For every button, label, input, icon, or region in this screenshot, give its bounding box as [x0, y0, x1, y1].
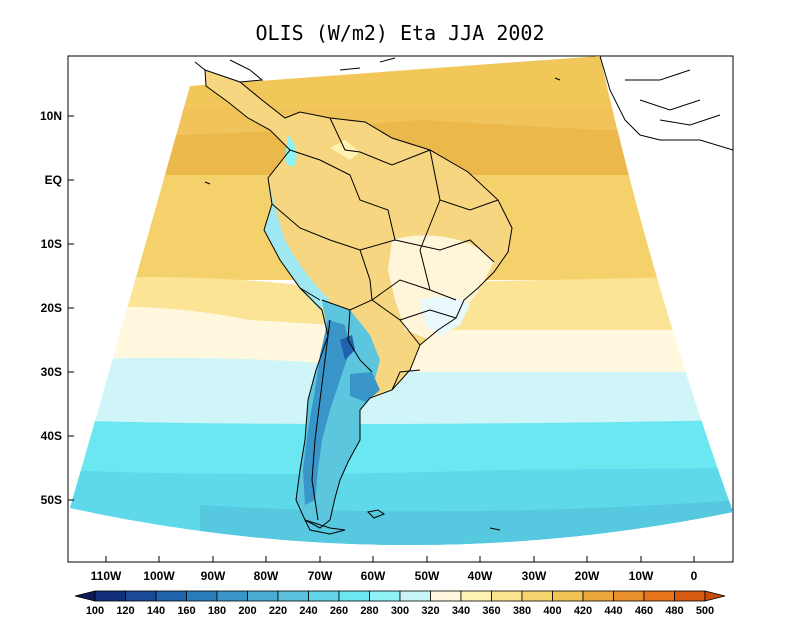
lat-label: EQ	[45, 173, 62, 187]
colorbar-arrow-high	[704, 590, 726, 602]
colorbar-box	[613, 590, 645, 602]
colorbar-box	[94, 590, 126, 602]
country-border	[289, 149, 396, 241]
colorbar-box	[460, 590, 492, 602]
lat-label: 30S	[41, 365, 62, 379]
south-georgia	[489, 527, 501, 531]
lon-label: 30W	[522, 569, 547, 583]
colorbar-box	[491, 590, 523, 602]
africa-borders	[625, 69, 721, 126]
lat-axis	[68, 115, 74, 501]
colorbar-label: 360	[482, 605, 500, 617]
colorbar-box	[643, 590, 675, 602]
colorbar-label: 460	[635, 605, 653, 617]
colorbar-box	[430, 590, 462, 602]
lon-label: 100W	[143, 569, 175, 583]
colorbar-label: 340	[452, 605, 470, 617]
state-border	[429, 149, 499, 211]
lon-axis	[105, 556, 695, 562]
state-border	[394, 239, 495, 263]
south-america-coastline	[204, 69, 513, 529]
colorbar-label: 160	[177, 605, 195, 617]
colorbar-box	[216, 590, 248, 602]
colorbar-box	[308, 590, 340, 602]
colorbar-label: 140	[147, 605, 165, 617]
country-border	[271, 203, 396, 251]
lon-label: 60W	[361, 569, 386, 583]
colorbar-box	[155, 590, 187, 602]
colorbar-label: 100	[86, 605, 104, 617]
colorbar-label: 300	[391, 605, 409, 617]
central-america-coast	[194, 59, 264, 83]
colorbar-label: 220	[269, 605, 287, 617]
colorbar-label: 400	[543, 605, 561, 617]
colorbar-box	[125, 590, 157, 602]
lat-label: 10N	[40, 109, 62, 123]
lon-label: 0	[691, 569, 698, 583]
colorbar-label: 500	[696, 605, 714, 617]
africa-coastline	[599, 56, 733, 151]
colorbar-label: 180	[208, 605, 226, 617]
colorbar-box	[521, 590, 553, 602]
lon-label: 80W	[254, 569, 279, 583]
colorbar: 100 120 140 160 180 200 220 240 260 280 300 320 340 3…	[74, 590, 726, 617]
galapagos	[204, 181, 211, 185]
colorbar-label: 120	[116, 605, 134, 617]
country-border	[391, 369, 421, 391]
colorbar-box	[247, 590, 279, 602]
lon-label: 50W	[415, 569, 440, 583]
country-border	[311, 319, 331, 521]
falkland-islands	[366, 509, 386, 519]
lat-label: 50S	[41, 493, 62, 507]
colorbar-box	[582, 590, 614, 602]
colorbar-box	[186, 590, 218, 602]
colorbar-label: 480	[665, 605, 683, 617]
colorbar-box	[552, 590, 584, 602]
lon-label: 90W	[201, 569, 226, 583]
colorbar-box	[277, 590, 309, 602]
country-border	[347, 309, 373, 373]
colorbar-box	[338, 590, 370, 602]
colorbar-box	[369, 590, 401, 602]
lat-label: 10S	[41, 237, 62, 251]
lat-label: 40S	[41, 429, 62, 443]
continent-shading	[205, 70, 512, 528]
colorbar-arrow-low	[74, 590, 96, 602]
coastlines-and-borders	[194, 56, 733, 535]
colorbar-box	[674, 590, 706, 602]
colorbar-label: 320	[421, 605, 439, 617]
state-border	[371, 279, 431, 301]
state-border	[419, 199, 441, 251]
tierra-del-fuego	[304, 519, 346, 535]
colorbar-label: 380	[513, 605, 531, 617]
lon-label: 40W	[468, 569, 493, 583]
colorbar-label: 260	[330, 605, 348, 617]
caribbean-islands	[339, 57, 561, 81]
colorbar-box	[399, 590, 431, 602]
lon-label: 70W	[308, 569, 333, 583]
colorbar-label: 280	[360, 605, 378, 617]
colorbar-label: 240	[299, 605, 317, 617]
colorbar-label: 440	[604, 605, 622, 617]
map-title: OLIS (W/m2) Eta JJA 2002	[256, 21, 545, 45]
lat-label: 20S	[41, 301, 62, 315]
colorbar-label: 420	[574, 605, 592, 617]
lon-label: 10W	[629, 569, 654, 583]
lon-label: 110W	[91, 569, 122, 583]
colorbar-label: 200	[238, 605, 256, 617]
lon-label: 20W	[575, 569, 600, 583]
state-border	[399, 309, 457, 321]
country-border	[329, 117, 431, 166]
country-border	[299, 287, 321, 301]
